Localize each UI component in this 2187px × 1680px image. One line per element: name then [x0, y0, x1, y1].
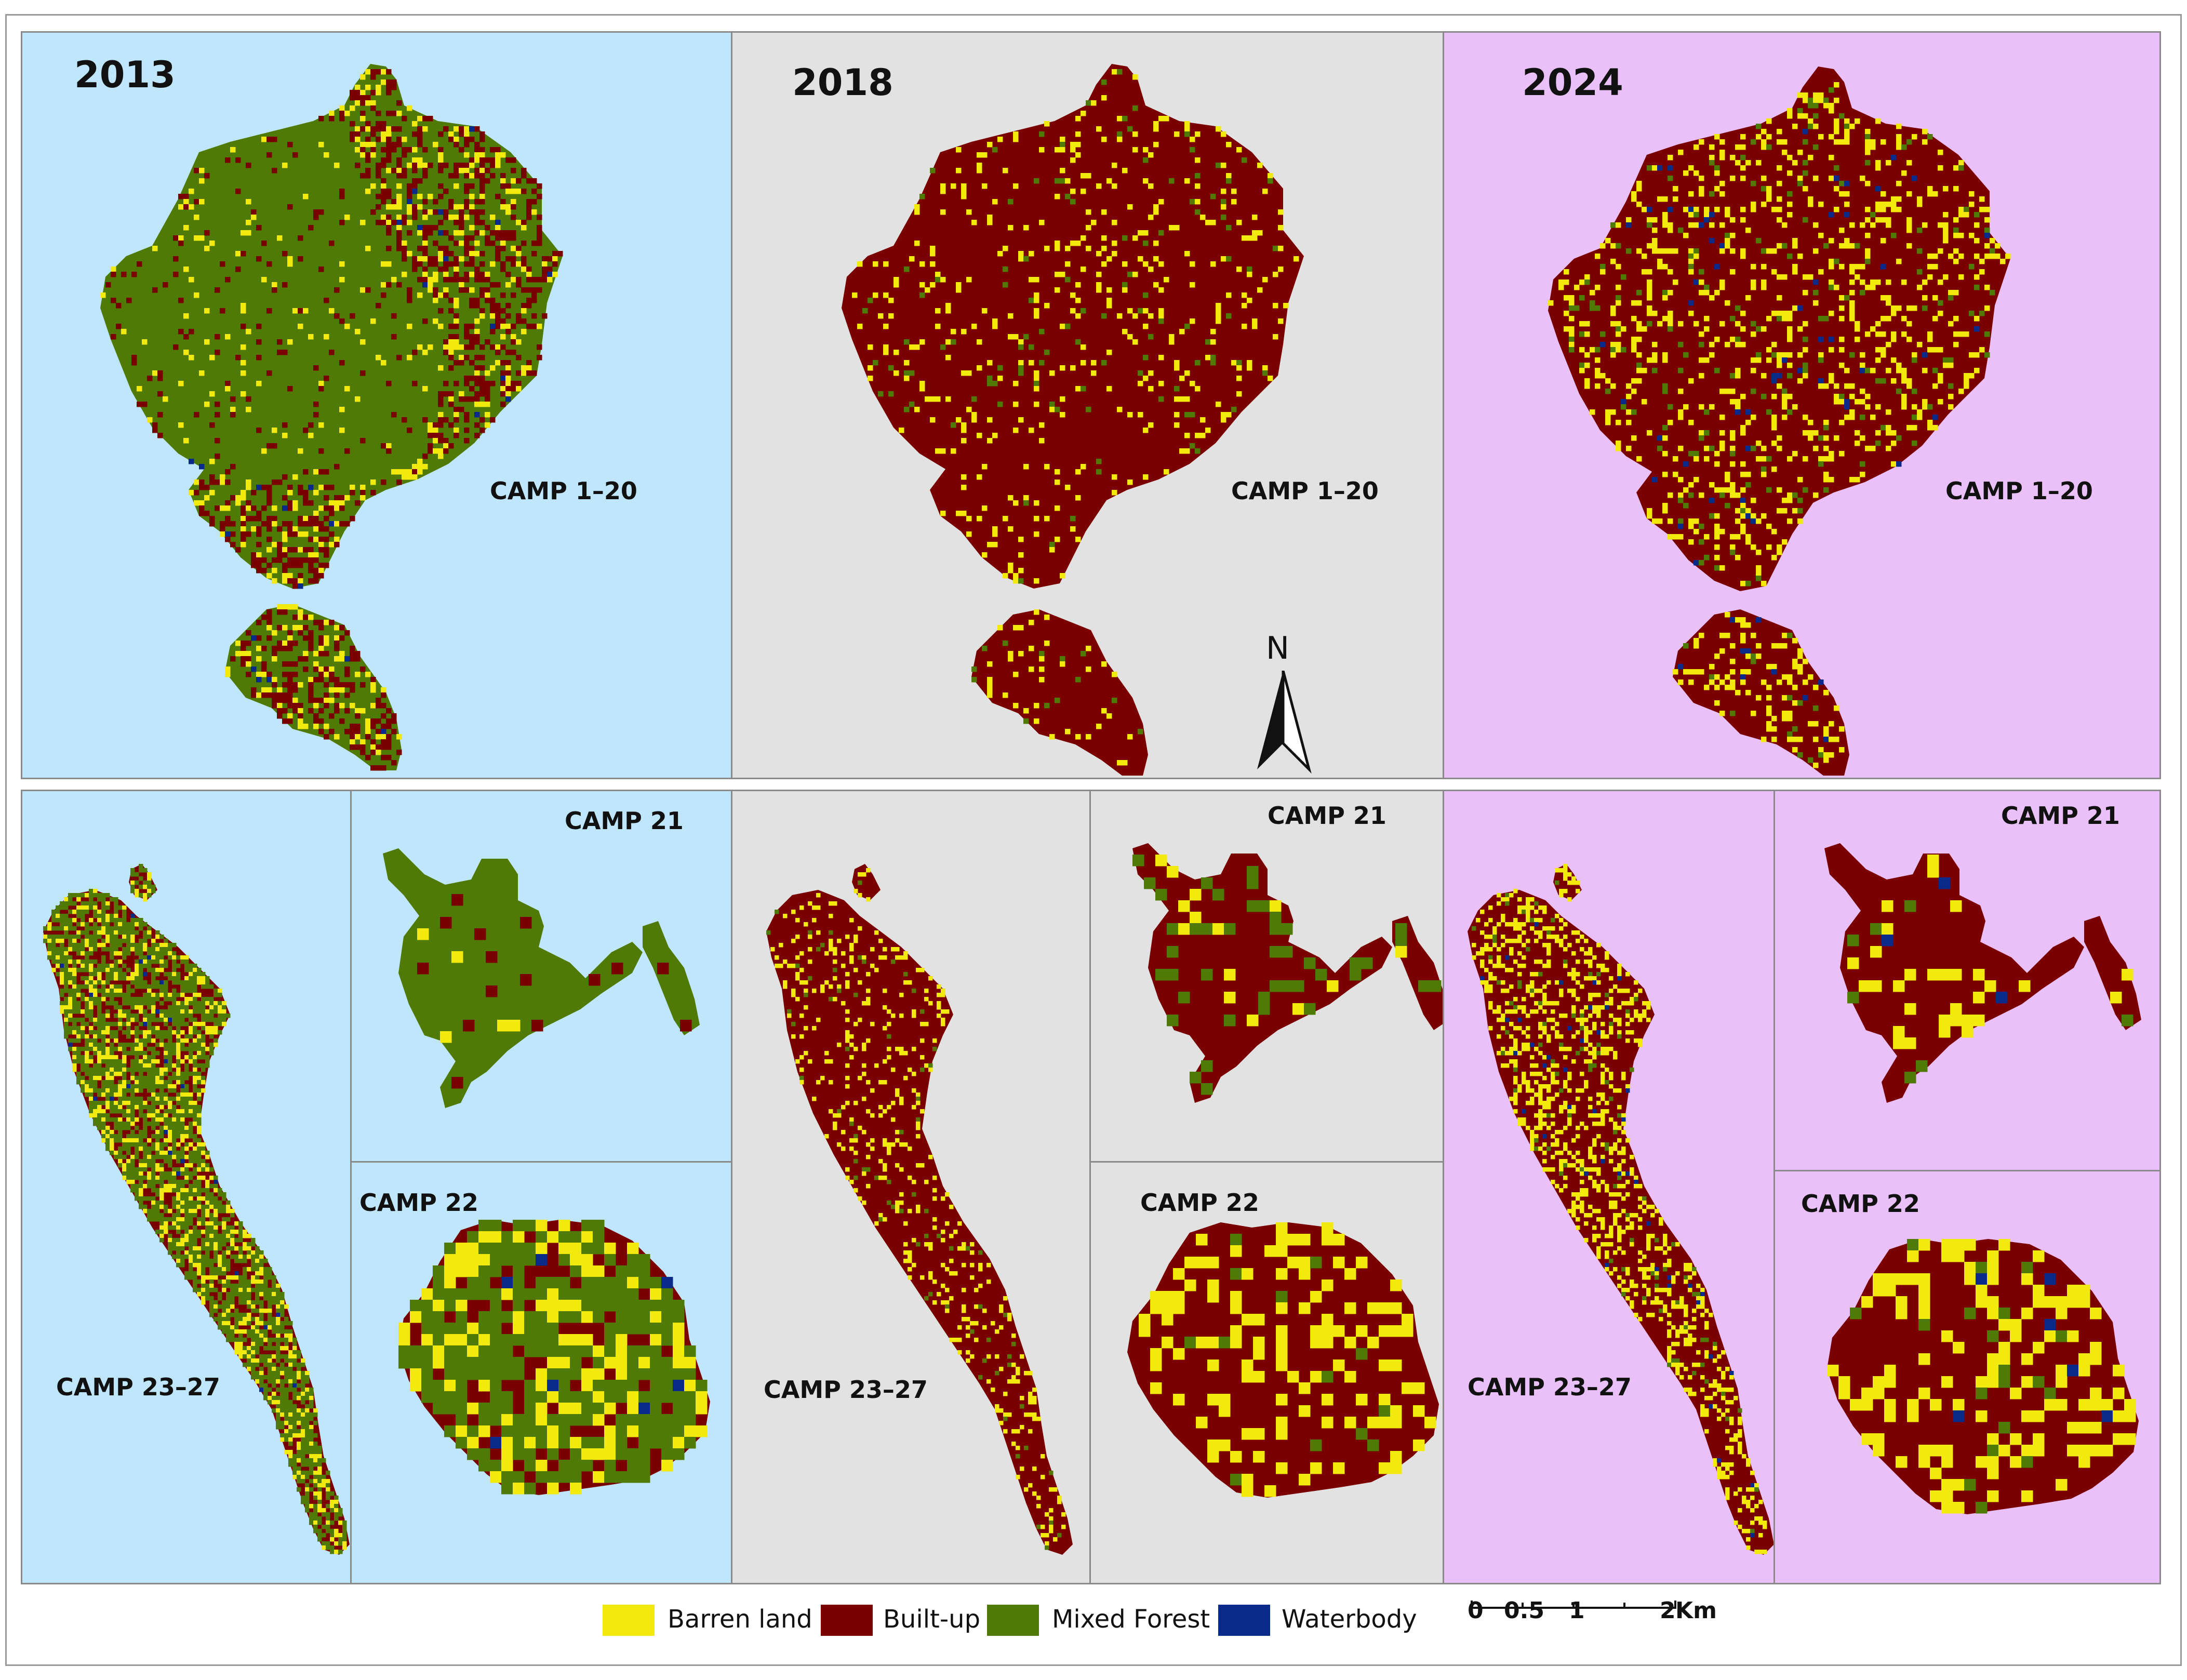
camp-21-map-2018 — [1132, 843, 1443, 1103]
camp-1-20-label: CAMP 1–20 — [1945, 477, 2093, 505]
land-cover-raster — [1127, 1222, 1439, 1498]
camp-22-map-2024 — [1827, 1239, 2139, 1514]
land-cover-raster — [398, 1220, 710, 1495]
scale-tick-1: 1 — [1569, 1597, 1585, 1624]
panel-2013-camp-22: CAMP 22 — [350, 1161, 732, 1584]
camp-21-label: CAMP 21 — [1268, 802, 1386, 830]
camp-21-label: CAMP 21 — [2001, 802, 2120, 830]
camp-22-label: CAMP 22 — [1140, 1189, 1259, 1217]
camp-23-27-label: CAMP 23–27 — [1468, 1373, 1632, 1401]
camp-21-map-2024 — [1824, 843, 2141, 1103]
panel-2018-camp-22: CAMP 22 — [1089, 1161, 1444, 1584]
camp-1-20-map-2018 — [842, 64, 1304, 776]
panel-2018-camp-23-27: CAMP 23–27 — [731, 790, 1091, 1584]
land-cover-raster — [43, 864, 350, 1555]
camp-1-20-label: CAMP 1–20 — [490, 477, 637, 505]
camp-22-map-2018 — [1127, 1222, 1439, 1498]
camp-23-27-map-2018 — [766, 864, 1073, 1555]
camp-1-20-label: CAMP 1–20 — [1231, 477, 1379, 505]
camp-23-27-map-2013 — [43, 864, 350, 1555]
legend-label-forest: Mixed Forest — [1052, 1605, 1210, 1634]
north-label: N — [1266, 630, 1289, 666]
camp-21-label: CAMP 21 — [565, 807, 684, 835]
camp-1-20-map-2024 — [1548, 66, 2011, 776]
panel-2018-camp-1-20: 2018 CAMP 1–20 N — [731, 31, 1444, 779]
panel-2024-camp-22: CAMP 22 — [1773, 1170, 2161, 1584]
panel-2013-camp-21: CAMP 21 — [350, 790, 732, 1163]
panel-2018-camp-21: CAMP 21 — [1089, 790, 1444, 1163]
scale-tick-2: 2 — [1660, 1597, 1676, 1624]
land-cover-raster — [383, 848, 700, 1108]
legend-swatch-builtup — [821, 1605, 873, 1636]
panel-2024-camp-1-20: 2024 CAMP 1–20 — [1443, 31, 2161, 779]
panel-2024-camp-23-27: CAMP 23–27 — [1443, 790, 1775, 1584]
land-cover-raster — [1827, 1239, 2139, 1514]
legend-label-barren: Barren land — [668, 1605, 812, 1634]
camp-1-20-map-2013 — [100, 64, 563, 771]
scale-unit: Km — [1675, 1597, 1717, 1624]
scale-bar-line — [1471, 1601, 1676, 1609]
land-cover-raster — [100, 64, 563, 771]
camp-21-map-2013 — [383, 848, 700, 1108]
panel-2013-camp-1-20: 2013 CAMP 1–20 — [21, 31, 732, 779]
land-cover-raster — [842, 64, 1304, 776]
legend-swatch-barren — [603, 1605, 655, 1636]
land-cover-raster — [1824, 843, 2141, 1103]
land-cover-raster — [1132, 843, 1443, 1103]
year-label-2018: 2018 — [792, 61, 894, 104]
legend-swatch-forest — [987, 1605, 1039, 1636]
camp-23-27-label: CAMP 23–27 — [56, 1373, 220, 1401]
land-cover-raster — [766, 864, 1073, 1555]
camp-22-map-2013 — [398, 1220, 710, 1495]
panel-2024-camp-21: CAMP 21 — [1773, 790, 2161, 1171]
camp-22-label: CAMP 22 — [1801, 1190, 1920, 1218]
scale-bar: 0 0.5 1 2 Km — [1468, 1597, 1738, 1644]
legend-swatch-water — [1218, 1605, 1270, 1636]
scale-tick-0-5: 0.5 — [1504, 1597, 1544, 1624]
panel-2013-camp-23-27: CAMP 23–27 — [21, 790, 352, 1584]
land-cover-raster — [1548, 66, 2011, 776]
camp-22-label: CAMP 22 — [359, 1189, 478, 1217]
north-arrow: N — [1255, 630, 1312, 776]
year-label-2013: 2013 — [74, 54, 176, 96]
camp-23-27-map-2024 — [1468, 864, 1773, 1555]
camp-23-27-label: CAMP 23–27 — [764, 1376, 928, 1404]
land-cover-raster — [1468, 864, 1773, 1555]
legend-label-builtup: Built-up — [883, 1605, 981, 1634]
scale-tick-0: 0 — [1468, 1597, 1484, 1624]
year-label-2024: 2024 — [1522, 61, 1623, 104]
legend-label-water: Waterbody — [1282, 1605, 1417, 1634]
north-arrow-icon — [1257, 671, 1312, 774]
